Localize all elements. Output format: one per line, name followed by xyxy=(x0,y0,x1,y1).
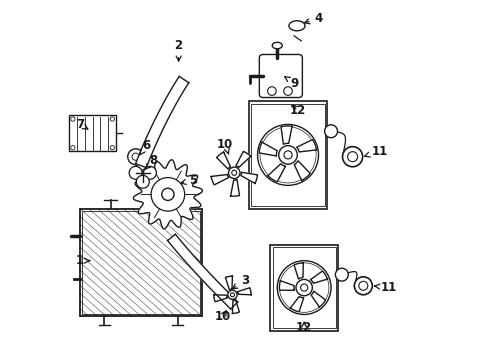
Circle shape xyxy=(110,117,115,121)
Circle shape xyxy=(300,284,308,291)
Circle shape xyxy=(132,153,139,160)
Circle shape xyxy=(279,146,297,164)
Text: 10: 10 xyxy=(215,310,231,323)
Circle shape xyxy=(228,290,237,300)
Circle shape xyxy=(260,127,316,183)
Text: 3: 3 xyxy=(232,274,249,289)
Polygon shape xyxy=(211,175,229,185)
Ellipse shape xyxy=(272,42,282,49)
Circle shape xyxy=(136,175,149,188)
Polygon shape xyxy=(311,271,327,283)
Text: 2: 2 xyxy=(174,39,183,61)
Polygon shape xyxy=(241,172,257,183)
Circle shape xyxy=(279,263,329,312)
Circle shape xyxy=(230,293,234,297)
Circle shape xyxy=(232,170,237,175)
Polygon shape xyxy=(268,164,286,182)
Polygon shape xyxy=(225,276,232,290)
Polygon shape xyxy=(311,291,326,307)
Circle shape xyxy=(128,149,144,165)
Circle shape xyxy=(335,268,348,281)
Polygon shape xyxy=(291,297,304,312)
Text: 10: 10 xyxy=(217,138,233,154)
Text: 6: 6 xyxy=(140,139,150,155)
Bar xyxy=(270,244,338,330)
Circle shape xyxy=(277,261,331,315)
Polygon shape xyxy=(217,152,230,169)
Text: 11: 11 xyxy=(374,281,396,294)
Circle shape xyxy=(284,151,292,159)
Polygon shape xyxy=(231,179,240,196)
Polygon shape xyxy=(279,281,294,290)
Circle shape xyxy=(354,277,372,295)
Polygon shape xyxy=(259,142,277,156)
Circle shape xyxy=(324,125,338,138)
Circle shape xyxy=(144,166,156,179)
Polygon shape xyxy=(232,300,240,314)
Circle shape xyxy=(71,145,75,150)
Circle shape xyxy=(129,166,142,179)
Circle shape xyxy=(228,167,240,179)
FancyBboxPatch shape xyxy=(259,54,302,98)
Polygon shape xyxy=(133,160,202,229)
Bar xyxy=(69,116,116,151)
Text: 11: 11 xyxy=(365,145,388,158)
Text: 7: 7 xyxy=(76,118,88,131)
Text: 12: 12 xyxy=(296,320,312,333)
Polygon shape xyxy=(237,288,251,295)
Polygon shape xyxy=(281,126,292,144)
Circle shape xyxy=(151,177,185,211)
Bar xyxy=(251,104,325,206)
Text: 5: 5 xyxy=(181,174,197,186)
Polygon shape xyxy=(297,140,317,152)
Text: 9: 9 xyxy=(285,77,298,90)
Bar xyxy=(272,247,336,328)
Polygon shape xyxy=(294,263,303,279)
Polygon shape xyxy=(168,234,238,309)
Bar xyxy=(248,101,327,209)
Circle shape xyxy=(71,117,75,121)
Ellipse shape xyxy=(289,21,305,31)
Circle shape xyxy=(268,87,276,95)
Bar xyxy=(82,211,200,314)
Text: 4: 4 xyxy=(305,12,322,25)
Polygon shape xyxy=(236,151,251,167)
Circle shape xyxy=(162,188,174,201)
Text: 12: 12 xyxy=(290,104,306,117)
Circle shape xyxy=(347,152,358,162)
Text: 8: 8 xyxy=(145,154,158,170)
Text: 1: 1 xyxy=(76,254,90,267)
Circle shape xyxy=(258,125,318,185)
Circle shape xyxy=(284,87,293,95)
Bar xyxy=(80,209,202,316)
Polygon shape xyxy=(136,76,189,168)
Circle shape xyxy=(110,145,115,150)
Circle shape xyxy=(296,279,312,296)
Circle shape xyxy=(343,147,363,167)
Circle shape xyxy=(359,281,368,290)
Polygon shape xyxy=(214,295,227,302)
Polygon shape xyxy=(294,161,310,180)
